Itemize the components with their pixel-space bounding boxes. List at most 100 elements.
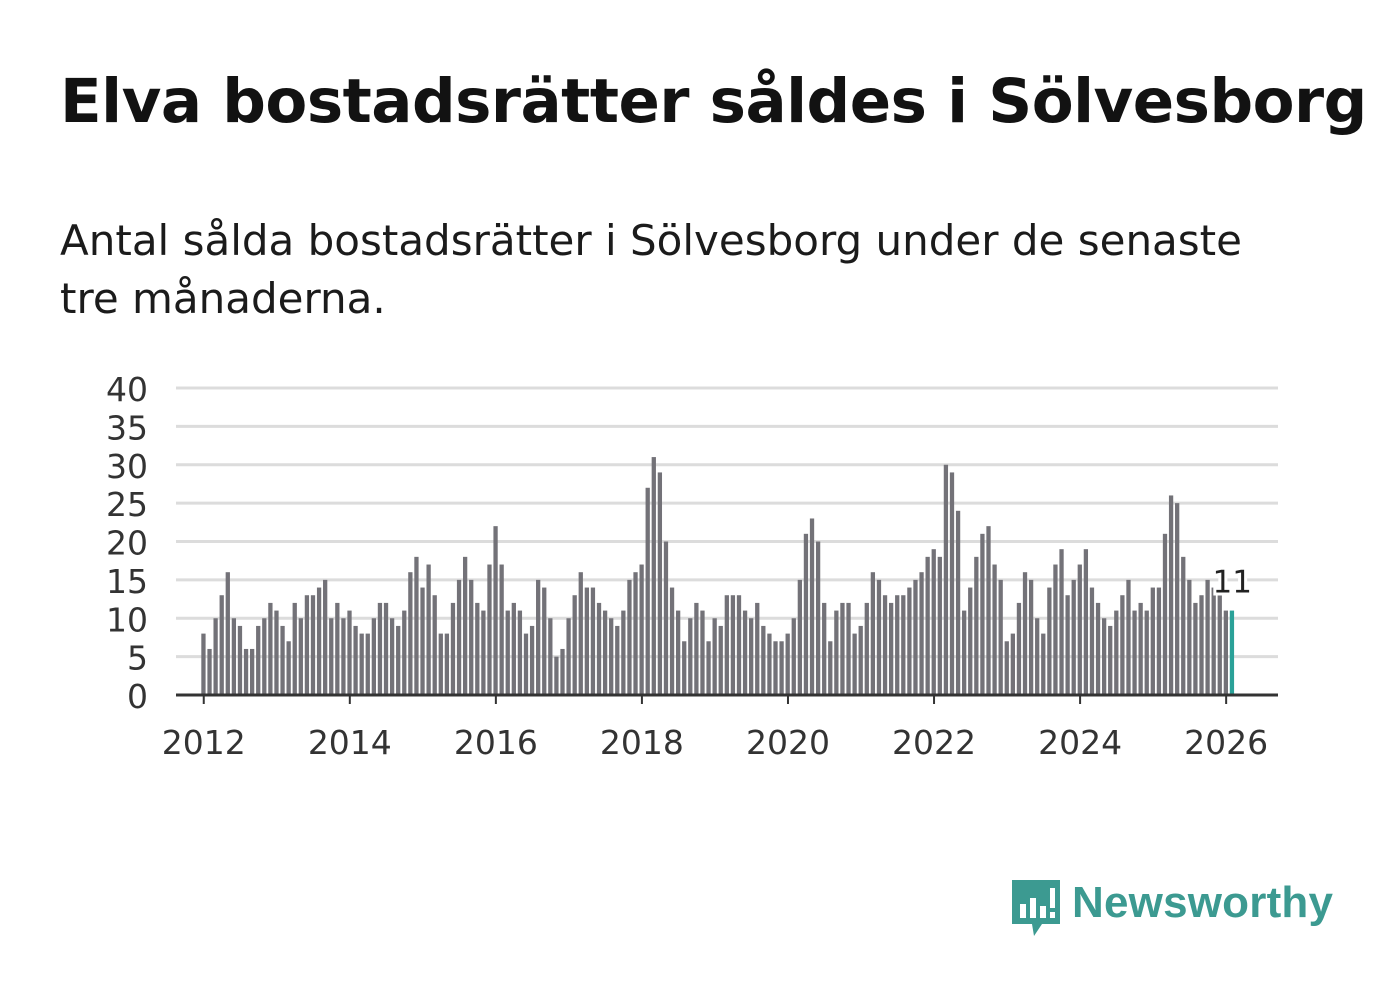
bar [852,633,857,695]
bar [1126,579,1131,695]
bar [864,602,869,695]
bar [438,633,443,695]
bar [402,610,407,695]
bar [554,656,559,695]
bar [773,641,778,695]
bar [1211,587,1216,695]
bar [529,625,535,695]
bar [1199,595,1204,695]
bar [627,579,632,695]
bar [682,641,687,695]
y-tick-label: 25 [106,485,148,524]
y-tick-label: 35 [106,408,148,447]
bar [1041,633,1046,695]
bar [493,526,498,695]
bar [633,572,638,695]
x-tick-label: 2016 [454,723,538,762]
bar [986,526,991,695]
bar [1028,579,1034,695]
x-tick-label: 2024 [1038,723,1122,762]
bar [572,595,577,695]
bar [536,579,541,695]
bar [937,556,942,695]
bar [262,618,267,695]
bar [621,610,626,695]
bar [888,602,894,695]
bar [1217,595,1222,695]
bar [475,602,480,695]
bar [669,587,675,695]
bar [310,595,316,695]
bar [329,618,334,695]
bar [584,587,589,695]
bar [505,610,510,695]
bar [517,610,523,695]
bar [1071,579,1076,695]
bar [639,564,644,695]
bar [201,633,206,695]
bar [566,618,571,695]
bar [353,625,358,695]
bar [901,595,906,695]
bar [955,510,961,695]
bar [803,533,809,695]
bar [882,595,888,695]
bar [925,556,930,695]
y-tick-label: 30 [106,447,148,486]
bar [1223,610,1228,695]
bar [828,641,833,695]
bar [615,625,620,695]
x-tick-label: 2026 [1184,723,1268,762]
bar [408,572,413,695]
bar [207,648,212,695]
bar [383,602,389,695]
bar [371,618,376,695]
bar [931,549,936,695]
bar [876,579,882,695]
bar [511,602,516,695]
bar [1010,633,1015,695]
y-tick-label: 20 [106,524,148,563]
bar [450,602,456,695]
bar [1016,602,1022,695]
bar [688,618,693,695]
bar [1004,641,1009,695]
bar [481,610,486,695]
x-tick-label: 2014 [308,723,392,762]
bar [742,610,748,695]
bar [755,602,760,695]
bar [286,641,291,695]
bar [779,641,784,695]
chart-subtitle: Antal sålda bostadsrätter i Sölvesborg u… [60,216,1242,323]
bar [846,602,851,695]
bar [895,595,900,695]
bar [1108,625,1113,695]
bar [280,625,285,695]
bar [730,595,736,695]
bar [1095,602,1101,695]
bar [523,633,529,695]
newsworthy-logo: Newsworthy [1010,878,1333,940]
bar [962,610,967,695]
bar [1083,549,1089,695]
bar [1193,602,1198,695]
bar [1168,495,1174,695]
bar [700,610,705,695]
x-tick-label: 2012 [162,723,246,762]
bar [462,556,468,695]
bar [1150,587,1155,695]
bar [1053,564,1058,695]
bar [724,595,729,695]
bar [1022,572,1028,695]
bar-highlight [1229,610,1235,695]
bar [444,633,450,695]
bar [822,602,827,695]
bar [651,457,656,695]
bar [907,587,912,695]
bar [487,564,492,695]
bar [365,633,370,695]
bar [542,587,547,695]
bar [809,518,815,695]
bar [249,648,255,695]
bar [1089,587,1095,695]
